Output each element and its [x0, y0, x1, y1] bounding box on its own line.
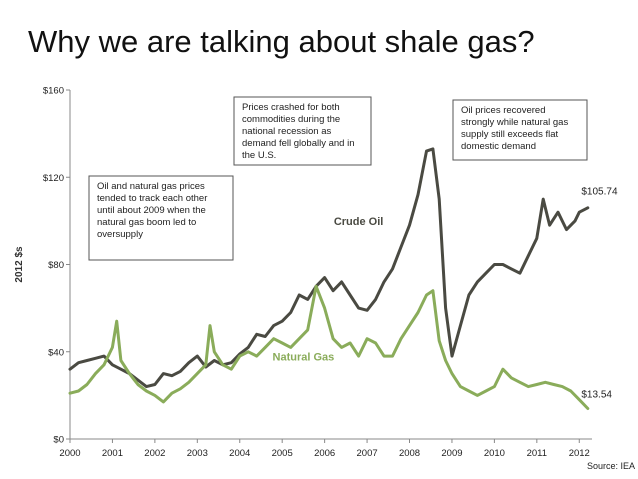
annotation-line: Prices crashed for both — [242, 102, 340, 113]
annotation-line: oversupply — [97, 229, 143, 240]
annotation-line: national recession as — [242, 126, 331, 137]
annotation-frame — [452, 99, 588, 161]
x-tick-label: 2011 — [527, 448, 547, 459]
x-tick-label: 2007 — [357, 448, 378, 459]
x-tick-label: 2005 — [272, 448, 293, 459]
crude-oil-end-value: $105.74 — [581, 187, 618, 198]
annotation-line: domestic demand — [461, 141, 536, 152]
annotation-line: commodities during the — [242, 114, 340, 125]
annotation-line: Oil prices recovered — [461, 105, 545, 116]
source-note: Source: IEA — [587, 461, 636, 471]
annotation-line: strongly while natural gas — [461, 117, 568, 128]
crude-oil-line — [68, 147, 590, 389]
annotation-line: the U.S. — [242, 150, 276, 161]
y-tick-label: $40 — [48, 347, 64, 358]
annotation-line: until about 2009 when the — [97, 205, 206, 216]
annotation-line: tended to track each other — [97, 193, 207, 204]
x-tick-label: 2001 — [102, 448, 123, 459]
x-tick-label: 2004 — [229, 448, 250, 459]
natural-gas-end-value: $13.54 — [581, 390, 612, 401]
natural-gas-series-label: Natural Gas — [273, 351, 335, 363]
x-tick-label: 2002 — [144, 448, 165, 459]
x-tick-label: 2003 — [187, 448, 208, 459]
y-tick-label: $120 — [43, 173, 64, 184]
series-lines — [68, 147, 590, 410]
y-axis-label: 2012 $s — [14, 246, 25, 283]
crude-oil-series-label: Crude Oil — [334, 216, 384, 228]
series-labels: Crude Oil $105.74 Natural Gas $13.54 — [273, 187, 618, 401]
natural-gas-line — [68, 284, 590, 410]
x-tick-label: 2008 — [399, 448, 420, 459]
slide-title: Why we are talking about shale gas? — [28, 24, 535, 59]
y-tick-label: $0 — [53, 435, 64, 446]
annotation-line: Oil and natural gas prices — [97, 181, 205, 192]
x-tick-label: 2009 — [441, 448, 462, 459]
y-tick-label: $160 — [43, 86, 64, 97]
annotation-line: natural gas boom led to — [97, 217, 196, 228]
y-tick-label: $80 — [48, 260, 64, 271]
annotation-line: demand fell globally and in — [242, 138, 355, 149]
annotation-frame — [233, 96, 372, 166]
annotation-frame — [88, 175, 234, 261]
x-tick-label: 2000 — [59, 448, 80, 459]
x-tick-label: 2012 — [569, 448, 590, 459]
x-tick-label: 2010 — [484, 448, 505, 459]
annotation-line: supply still exceeds flat — [461, 129, 559, 140]
axes: $0 $40 $80 $120 $160 2000 2001 2002 2003 2004 2005… — [14, 86, 592, 459]
x-tick-label: 2006 — [314, 448, 335, 459]
